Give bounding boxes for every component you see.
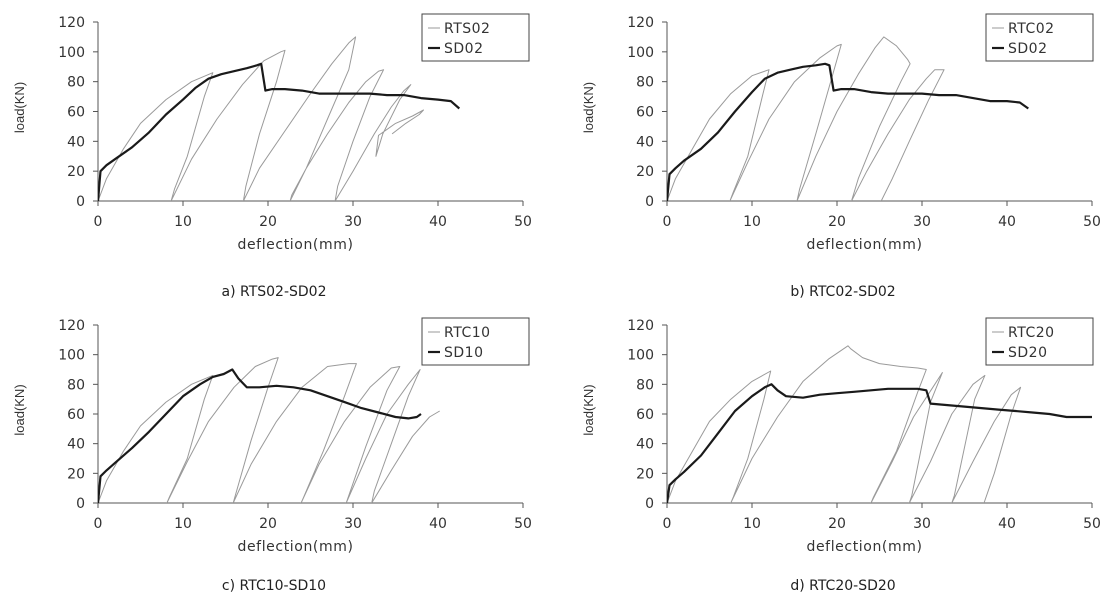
legend: RTC10 SD10 bbox=[421, 317, 530, 366]
y-tick-label: 120 bbox=[627, 318, 654, 334]
x-axis-label: deflection(mm) bbox=[237, 237, 353, 253]
y-tick-label: 20 bbox=[67, 466, 85, 482]
x-axis-label: deflection(mm) bbox=[237, 539, 353, 555]
y-tick-label: 0 bbox=[76, 496, 85, 512]
y-tick-label: 120 bbox=[58, 318, 85, 334]
y-tick-label: 20 bbox=[67, 164, 85, 180]
chart-panel-4: 0 20 40 60 80 100 120 0 10 20 30 40 50 deflection(mm)… bbox=[581, 317, 1101, 594]
y-tick-label: 80 bbox=[636, 377, 654, 393]
legend-label: SD20 bbox=[1008, 345, 1047, 361]
panel-caption: a) RTS02-SD02 bbox=[222, 284, 327, 300]
x-tick-label: 20 bbox=[259, 516, 277, 532]
x-tick-label: 20 bbox=[259, 214, 277, 230]
y-tick-label: 100 bbox=[627, 45, 654, 61]
legend-box bbox=[421, 13, 530, 62]
panel-caption: c) RTC10-SD10 bbox=[222, 578, 326, 594]
y-tick-label: 20 bbox=[636, 164, 654, 180]
x-tick-label: 40 bbox=[998, 214, 1016, 230]
x-tick-label: 50 bbox=[1083, 516, 1101, 532]
y-tick-label: 80 bbox=[67, 75, 85, 91]
y-tick-label: 40 bbox=[636, 437, 654, 453]
x-tick-label: 30 bbox=[344, 214, 362, 230]
legend: RTS02 SD02 bbox=[421, 13, 530, 62]
y-tick-label: 60 bbox=[636, 407, 654, 423]
y-tick-label: 0 bbox=[645, 496, 654, 512]
chart-panel-3: 0 20 40 60 80 100 120 0 10 20 30 40 50 deflection(mm)… bbox=[12, 317, 532, 594]
y-tick-label: 60 bbox=[67, 105, 85, 121]
x-tick-label: 10 bbox=[743, 214, 761, 230]
y-tick-label: 60 bbox=[67, 407, 85, 423]
y-tick-label: 20 bbox=[636, 466, 654, 482]
x-axis-label: deflection(mm) bbox=[806, 237, 922, 253]
legend-box bbox=[985, 13, 1094, 62]
legend-label: RTS02 bbox=[444, 21, 490, 37]
x-tick-label: 20 bbox=[828, 214, 846, 230]
y-tick-label: 0 bbox=[76, 194, 85, 210]
y-axis-label: load(KN) bbox=[581, 384, 596, 435]
y-tick-label: 40 bbox=[67, 134, 85, 150]
x-tick-label: 50 bbox=[514, 516, 532, 532]
y-tick-label: 100 bbox=[58, 45, 85, 61]
x-tick-label: 10 bbox=[174, 214, 192, 230]
x-tick-label: 10 bbox=[743, 516, 761, 532]
legend: RTC20 SD20 bbox=[985, 317, 1094, 366]
series-line-rts02 bbox=[98, 36, 424, 201]
series-line-sd02 bbox=[667, 62, 1029, 201]
x-tick-label: 50 bbox=[1083, 214, 1101, 230]
series-line-rtc20 bbox=[667, 345, 1022, 503]
x-tick-label: 0 bbox=[663, 516, 672, 532]
x-tick-label: 50 bbox=[514, 214, 532, 230]
y-tick-label: 40 bbox=[636, 134, 654, 150]
panel-caption: d) RTC20-SD20 bbox=[790, 578, 895, 594]
chart-panel-2: 0 20 40 60 80 100 120 0 10 20 30 40 50 deflection(mm)… bbox=[581, 13, 1101, 300]
x-tick-label: 30 bbox=[913, 214, 931, 230]
series-line-sd20 bbox=[667, 383, 1092, 503]
series-line-sd10 bbox=[98, 368, 422, 503]
legend-box bbox=[421, 317, 530, 366]
legend-label: RTC02 bbox=[1008, 21, 1055, 37]
y-tick-label: 40 bbox=[67, 437, 85, 453]
x-tick-label: 30 bbox=[344, 516, 362, 532]
x-tick-label: 40 bbox=[998, 516, 1016, 532]
legend-label: RTC10 bbox=[444, 325, 491, 341]
y-axis-label: load(KN) bbox=[581, 82, 596, 133]
legend-label: RTC20 bbox=[1008, 325, 1055, 341]
y-tick-label: 80 bbox=[67, 377, 85, 393]
x-tick-label: 10 bbox=[174, 516, 192, 532]
legend-label: SD10 bbox=[444, 345, 483, 361]
y-tick-label: 0 bbox=[645, 194, 654, 210]
x-axis-label: deflection(mm) bbox=[806, 539, 922, 555]
y-tick-label: 100 bbox=[627, 348, 654, 364]
y-axis-label: load(KN) bbox=[12, 82, 27, 133]
series-line-sd02 bbox=[98, 62, 461, 201]
x-tick-label: 0 bbox=[94, 516, 103, 532]
legend-box bbox=[985, 317, 1094, 366]
legend-label: SD02 bbox=[1008, 41, 1047, 57]
y-axis-label: load(KN) bbox=[12, 384, 27, 435]
legend-label: SD02 bbox=[444, 41, 483, 57]
y-tick-label: 100 bbox=[58, 348, 85, 364]
x-tick-label: 20 bbox=[828, 516, 846, 532]
series-line-rtc10 bbox=[98, 357, 440, 503]
x-tick-label: 30 bbox=[913, 516, 931, 532]
panel-caption: b) RTC02-SD02 bbox=[790, 284, 895, 300]
y-tick-label: 120 bbox=[627, 15, 654, 31]
series-line-rtc02 bbox=[667, 36, 945, 201]
y-tick-label: 120 bbox=[58, 15, 85, 31]
legend: RTC02 SD02 bbox=[985, 13, 1094, 62]
chart-panel-1: 0 20 40 60 80 100 120 0 10 20 30 40 50 deflection(mm)… bbox=[12, 13, 532, 300]
x-tick-label: 0 bbox=[94, 214, 103, 230]
x-tick-label: 0 bbox=[663, 214, 672, 230]
x-tick-label: 40 bbox=[429, 214, 447, 230]
y-tick-label: 60 bbox=[636, 105, 654, 121]
y-tick-label: 80 bbox=[636, 75, 654, 91]
x-tick-label: 40 bbox=[429, 516, 447, 532]
